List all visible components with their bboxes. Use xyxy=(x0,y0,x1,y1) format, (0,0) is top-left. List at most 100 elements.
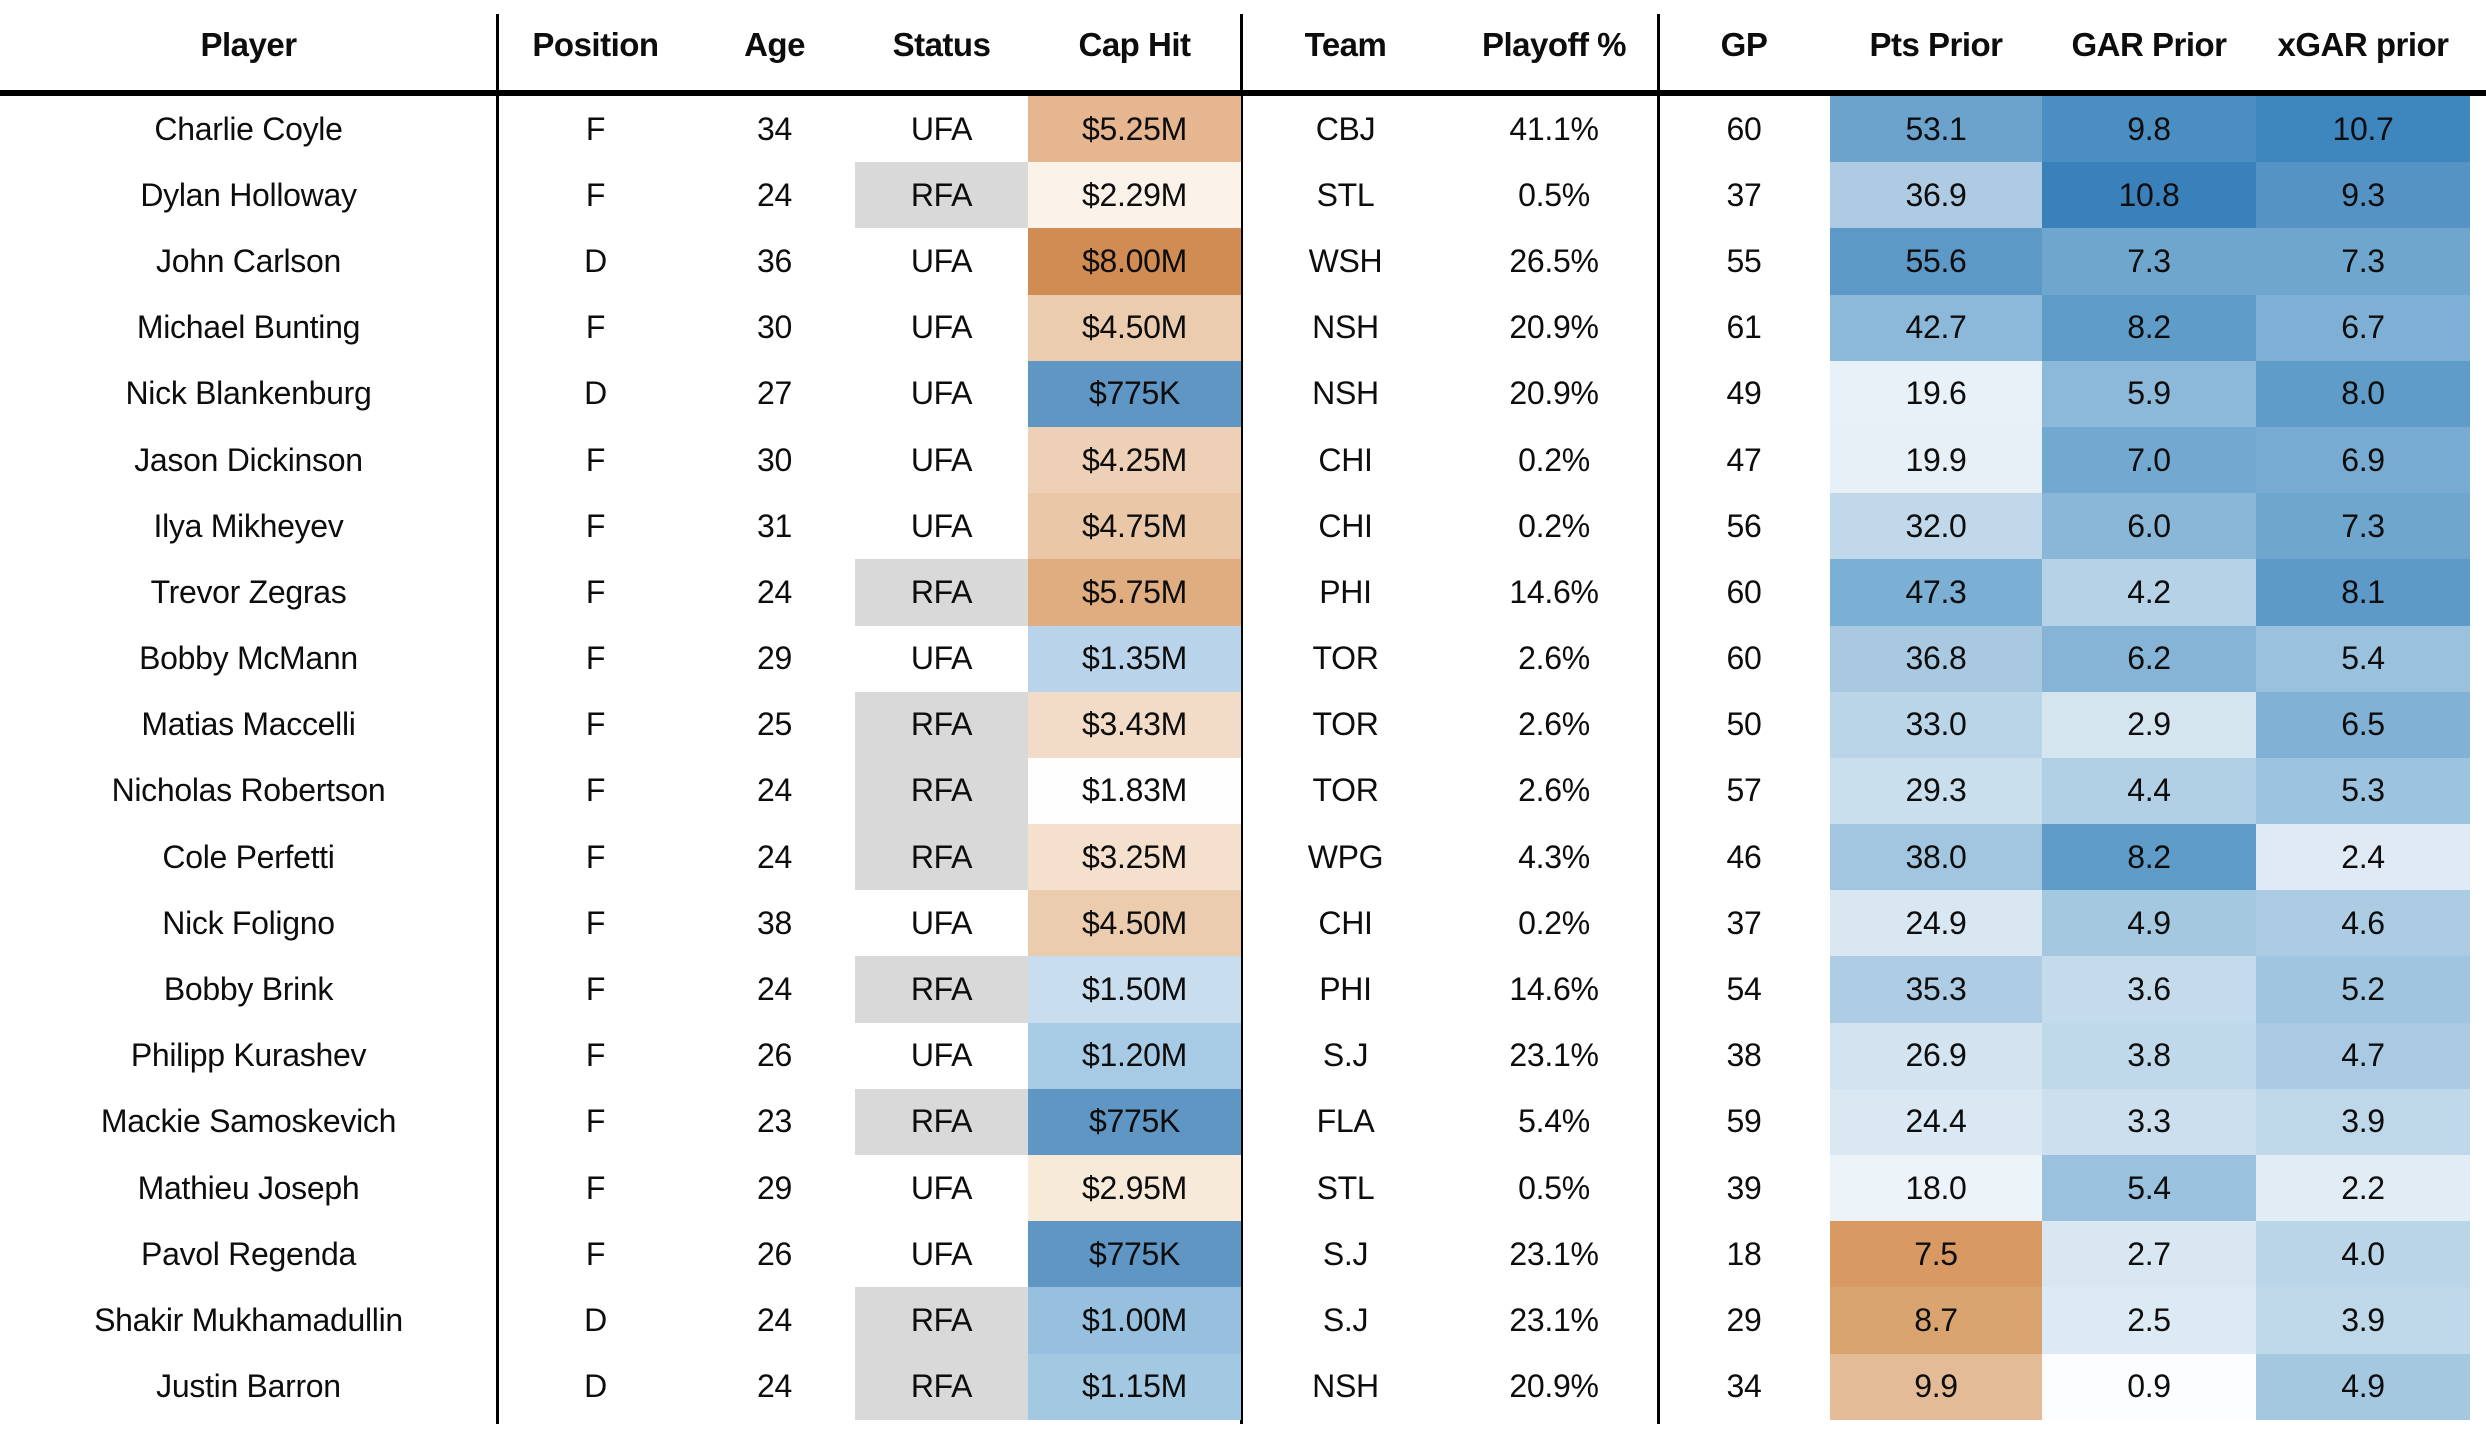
cell-status: RFA xyxy=(855,559,1028,626)
cell-gar_prior: 8.2 xyxy=(2042,824,2256,891)
cell-xgar_prior: 5.3 xyxy=(2256,757,2470,825)
cell-player: Charlie Coyle xyxy=(154,110,343,147)
cell-gar_prior: 5.4 xyxy=(2042,1155,2256,1222)
cell-status: RFA xyxy=(855,691,1028,758)
table-row: Shakir Mukhamadullin D 24 RFA $1.00M S.J 23.1%… xyxy=(0,1287,2470,1354)
cell-team: PHI xyxy=(1319,573,1372,610)
cell-age: 25 xyxy=(757,706,792,743)
cell-age: 38 xyxy=(757,904,792,941)
cell-pts_prior: 32.0 xyxy=(1830,493,2042,560)
cell-position: F xyxy=(585,904,606,941)
header-xgar_prior: xGAR prior xyxy=(2277,26,2449,63)
cell-gar_prior: 2.5 xyxy=(2042,1287,2256,1354)
cell-cap_hit: $5.75M xyxy=(1028,559,1241,626)
cell-gar_prior: 2.9 xyxy=(2042,691,2256,758)
cell-gar_prior: 7.3 xyxy=(2042,228,2256,295)
cell-player: Justin Barron xyxy=(156,1368,341,1405)
cell-team: CHI xyxy=(1318,441,1373,478)
cell-cap_hit: $1.15M xyxy=(1028,1353,1241,1420)
cell-age: 36 xyxy=(757,242,792,279)
cell-player: Trevor Zegras xyxy=(150,573,347,610)
table-row: Pavol Regenda F 26 UFA $775K S.J 23.1% 18 7.5 2.7… xyxy=(0,1221,2470,1288)
cell-gar_prior: 4.4 xyxy=(2042,757,2256,825)
cell-pts_prior: 55.6 xyxy=(1830,228,2042,295)
cell-status: RFA xyxy=(855,1353,1028,1420)
cell-xgar_prior: 8.0 xyxy=(2256,360,2470,427)
cell-gp: 60 xyxy=(1726,573,1762,610)
cell-team: CHI xyxy=(1318,507,1373,544)
table-row: Mathieu Joseph F 29 UFA $2.95M STL 0.5% 39 18.0 5… xyxy=(0,1155,2470,1222)
cell-pts_prior: 24.9 xyxy=(1830,890,2042,957)
cell-status: RFA xyxy=(855,162,1028,229)
table-row: Philipp Kurashev F 26 UFA $1.20M S.J 23.1% 38 26… xyxy=(0,1022,2470,1089)
cell-pts_prior: 29.3 xyxy=(1830,757,2042,825)
cell-gp: 61 xyxy=(1726,309,1762,346)
cell-pts_prior: 36.9 xyxy=(1830,162,2042,229)
cell-position: F xyxy=(585,110,606,147)
cell-status: UFA xyxy=(910,1169,973,1206)
cell-team: S.J xyxy=(1322,1301,1369,1338)
cell-position: F xyxy=(585,640,606,677)
header-age: Age xyxy=(744,26,805,63)
cell-gar_prior: 9.8 xyxy=(2042,96,2256,163)
cell-player: Ilya Mikheyev xyxy=(153,507,344,544)
cell-team: NSH xyxy=(1312,309,1379,346)
cell-team: TOR xyxy=(1312,772,1379,809)
column-rule-caphit xyxy=(1240,14,1243,1424)
cell-position: D xyxy=(584,1301,607,1338)
cell-cap_hit: $2.29M xyxy=(1028,162,1241,229)
cell-age: 24 xyxy=(757,1301,792,1338)
cell-status: UFA xyxy=(910,507,973,544)
header-cap_hit: Cap Hit xyxy=(1078,26,1192,63)
header-rule xyxy=(0,90,2486,96)
cell-pts_prior: 36.8 xyxy=(1830,625,2042,692)
cell-gp: 57 xyxy=(1726,772,1762,809)
table-row: Charlie Coyle F 34 UFA $5.25M CBJ 41.1% 60 53.1 9… xyxy=(0,96,2470,163)
cell-xgar_prior: 2.4 xyxy=(2256,824,2470,891)
cell-gp: 56 xyxy=(1726,507,1762,544)
cell-age: 26 xyxy=(757,1037,792,1074)
cell-team: S.J xyxy=(1322,1037,1369,1074)
cell-age: 29 xyxy=(757,640,792,677)
cell-playoff_pct: 20.9% xyxy=(1509,309,1599,346)
cell-team: STL xyxy=(1316,1169,1375,1206)
cell-gar_prior: 4.9 xyxy=(2042,890,2256,957)
header-player: Player xyxy=(200,26,297,63)
cell-age: 24 xyxy=(757,772,792,809)
cell-position: D xyxy=(584,242,607,279)
cell-player: Cole Perfetti xyxy=(162,838,335,875)
cell-player: Nick Blankenburg xyxy=(125,375,372,412)
cell-position: F xyxy=(585,1235,606,1272)
cell-xgar_prior: 10.7 xyxy=(2256,96,2470,163)
cell-cap_hit: $1.35M xyxy=(1028,625,1241,692)
cell-team: FLA xyxy=(1316,1103,1375,1140)
cell-pts_prior: 42.7 xyxy=(1830,294,2042,361)
cell-team: CBJ xyxy=(1315,110,1376,147)
cell-xgar_prior: 4.7 xyxy=(2256,1022,2470,1089)
cell-pts_prior: 38.0 xyxy=(1830,824,2042,891)
cell-gp: 59 xyxy=(1726,1103,1762,1140)
cell-age: 30 xyxy=(757,309,792,346)
cell-gar_prior: 3.3 xyxy=(2042,1088,2256,1155)
cell-team: CHI xyxy=(1318,904,1373,941)
cell-position: F xyxy=(585,573,606,610)
cell-playoff_pct: 41.1% xyxy=(1509,110,1599,147)
cell-pts_prior: 8.7 xyxy=(1830,1287,2042,1354)
cell-xgar_prior: 6.9 xyxy=(2256,426,2470,494)
cell-playoff_pct: 0.5% xyxy=(1518,176,1590,213)
table-row: John Carlson D 36 UFA $8.00M WSH 26.5% 55 55.6 7.… xyxy=(0,228,2470,295)
table-row: Mackie Samoskevich F 23 RFA $775K FLA 5.4% 59 24… xyxy=(0,1088,2470,1155)
cell-xgar_prior: 3.9 xyxy=(2256,1287,2470,1354)
cell-playoff_pct: 5.4% xyxy=(1518,1103,1590,1140)
cell-pts_prior: 18.0 xyxy=(1830,1155,2042,1222)
cell-gar_prior: 4.2 xyxy=(2042,559,2256,626)
cell-gp: 37 xyxy=(1726,904,1762,941)
header-position: Position xyxy=(532,26,659,63)
table-row: Bobby McMann F 29 UFA $1.35M TOR 2.6% 60 36.8 6.2… xyxy=(0,625,2470,692)
cell-pts_prior: 47.3 xyxy=(1830,559,2042,626)
cell-playoff_pct: 20.9% xyxy=(1509,1368,1599,1405)
cell-playoff_pct: 14.6% xyxy=(1509,573,1599,610)
cell-gar_prior: 2.7 xyxy=(2042,1221,2256,1288)
table-row: Bobby Brink F 24 RFA $1.50M PHI 14.6% 54 35.3 3.6… xyxy=(0,956,2470,1023)
cell-pts_prior: 26.9 xyxy=(1830,1022,2042,1089)
